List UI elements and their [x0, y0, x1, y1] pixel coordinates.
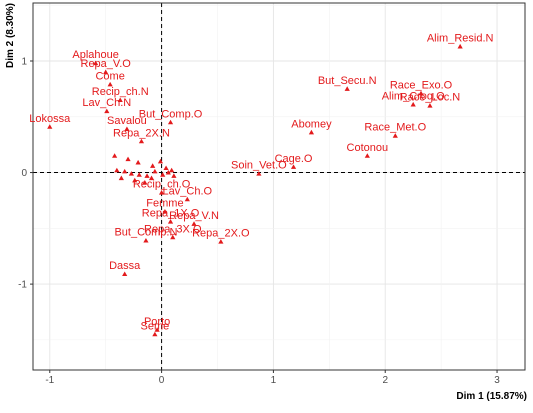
data-point	[114, 167, 120, 173]
panel-border	[32, 2, 526, 371]
data-point	[158, 190, 165, 195]
point-label: Dassa	[109, 260, 141, 272]
data-point	[152, 168, 158, 174]
data-point	[112, 153, 118, 158]
data-point	[125, 156, 131, 162]
point-label: Cotonou	[347, 142, 389, 154]
data-point	[218, 239, 224, 244]
data-point	[157, 158, 164, 164]
data-point	[167, 219, 174, 224]
data-point	[135, 159, 141, 165]
point-label: But_Comp.O	[139, 108, 203, 120]
y-axis-ticks: -1 0 1	[18, 57, 33, 291]
x-tick-label: 3	[494, 375, 500, 386]
point-label: Lokossa	[29, 113, 71, 125]
point-label: Porto	[144, 316, 170, 328]
x-tick-label: 0	[159, 375, 165, 386]
data-point	[169, 167, 175, 173]
data-point	[93, 60, 99, 66]
data-point	[410, 101, 416, 107]
point-label: But_Secu.N	[318, 75, 377, 87]
point-label: Recip_ch.N	[92, 86, 149, 98]
data-point	[142, 179, 148, 185]
data-point	[162, 208, 168, 214]
data-point	[256, 171, 262, 176]
point-label: Alim_Resid.N	[427, 33, 494, 45]
point-label: Come	[95, 70, 124, 82]
grid-minor	[33, 3, 525, 370]
data-point	[122, 168, 128, 174]
data-point	[148, 175, 155, 181]
x-axis-ticks: -1 0 1 2 3	[45, 370, 500, 386]
data-point	[104, 108, 110, 114]
data-point	[128, 171, 134, 176]
point-label: Race_Met.O	[364, 122, 426, 134]
data-point	[364, 153, 370, 158]
data-point	[47, 124, 53, 129]
data-point	[170, 234, 176, 240]
point-label: Repa_V.O	[81, 58, 132, 70]
data-point	[124, 126, 130, 132]
point-label: Repa_3X.O	[144, 223, 202, 235]
point-label: Repa_2X.N	[113, 127, 170, 139]
data-point	[418, 90, 424, 96]
data-point	[163, 165, 169, 171]
reference-lines	[33, 3, 525, 370]
data-point	[143, 238, 149, 243]
point-label: Lav_Ch.O	[163, 185, 213, 197]
data-point	[171, 173, 177, 178]
point-label: Race_Exo.O	[390, 79, 453, 91]
data-point	[152, 331, 158, 337]
point-label: But_Comp.N	[114, 227, 177, 239]
point-label: Femme	[146, 198, 183, 210]
y-tick-label: -1	[18, 280, 27, 291]
data-point	[117, 97, 123, 102]
x-tick-label: 2	[382, 375, 388, 386]
data-point	[184, 196, 190, 202]
point-label: Repa_V.N	[169, 210, 219, 222]
points-layer	[47, 43, 463, 337]
point-label: Race_Loc.N	[400, 92, 461, 104]
y-tick-label: 1	[21, 57, 27, 68]
point-label: Repa_1X.O	[142, 208, 200, 220]
x-tick-label: -1	[45, 375, 54, 386]
data-point	[392, 133, 398, 138]
data-point	[344, 86, 350, 91]
x-axis-title: Dim 1 (15.87%)	[456, 391, 527, 402]
point-label: Abomey	[291, 118, 332, 130]
point-label: Savalou	[107, 115, 147, 127]
data-point	[290, 164, 297, 169]
point-label: Repa_2X.O	[192, 228, 250, 240]
point-label: Cage.O	[275, 153, 313, 165]
data-point	[191, 221, 197, 226]
x-tick-label: 1	[271, 375, 277, 386]
data-point	[138, 138, 145, 144]
data-point	[107, 81, 113, 87]
data-point	[103, 69, 109, 75]
point-label: Recip_ch.O	[133, 179, 191, 191]
data-point	[165, 169, 171, 175]
data-point	[150, 163, 156, 168]
data-point	[457, 43, 463, 49]
data-point	[122, 271, 128, 277]
data-point	[136, 172, 142, 177]
data-point	[427, 103, 433, 108]
data-point	[154, 327, 160, 332]
y-axis-title: Dim 2 (8.30%)	[5, 3, 16, 68]
data-point	[167, 119, 174, 125]
point-label: Soin_Vet.O	[231, 160, 287, 172]
point-label: Lav_Ch.N	[82, 97, 131, 109]
y-tick-label: 0	[21, 168, 27, 179]
point-label: Seme	[141, 320, 170, 332]
data-point	[118, 175, 124, 181]
data-point	[160, 172, 166, 177]
data-point	[132, 177, 138, 183]
point-label: Aplahoue	[72, 49, 119, 61]
data-point	[308, 129, 315, 135]
data-point	[144, 173, 150, 178]
point-label: Alim_Croq.O	[382, 91, 445, 103]
